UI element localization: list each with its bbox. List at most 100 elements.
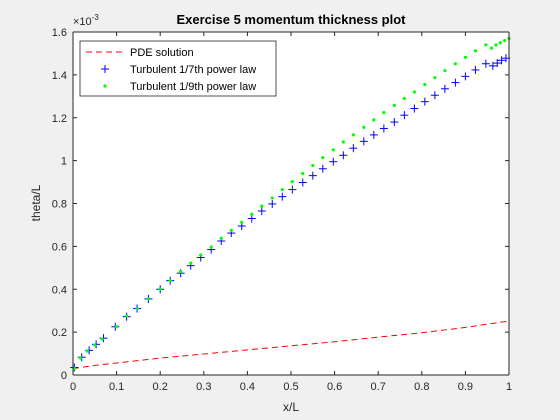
data-point-seventh-power xyxy=(318,164,327,173)
data-point-ninth-power xyxy=(351,133,355,137)
data-point-ninth-power xyxy=(229,228,233,232)
data-point-seventh-power xyxy=(308,171,317,180)
data-point-seventh-power xyxy=(471,65,480,74)
data-point-ninth-power xyxy=(209,245,213,249)
data-point-seventh-power xyxy=(278,192,287,201)
data-point-ninth-power xyxy=(100,337,104,341)
series-line-pde-solution xyxy=(72,320,510,370)
x-tick-label: 0.2 xyxy=(153,381,168,393)
data-point-seventh-power xyxy=(257,207,266,216)
data-point-ninth-power xyxy=(433,76,437,80)
y-tick-label: 1.2 xyxy=(52,113,67,125)
data-point-ninth-power xyxy=(85,349,89,353)
y-exponent-label: ×10-3 xyxy=(73,13,99,28)
data-point-ninth-power xyxy=(402,96,406,101)
data-point-ninth-power xyxy=(240,220,244,224)
data-point-seventh-power xyxy=(497,56,506,65)
x-tick-label: 0.1 xyxy=(109,381,124,393)
data-point-seventh-power xyxy=(400,111,409,120)
data-point-seventh-power xyxy=(461,72,470,81)
data-point-seventh-power xyxy=(493,59,502,68)
data-point-ninth-power xyxy=(503,38,507,43)
data-point-ninth-power xyxy=(125,314,129,318)
x-tick-label: 0.4 xyxy=(240,381,255,393)
data-point-seventh-power xyxy=(288,185,297,194)
data-point-ninth-power xyxy=(78,356,83,360)
x-tick-label: 0.3 xyxy=(196,381,211,393)
legend-box xyxy=(79,40,277,97)
y-tick-label: 0.8 xyxy=(52,199,67,211)
data-point-ninth-power xyxy=(311,163,315,168)
data-point-seventh-power xyxy=(247,214,256,223)
data-point-seventh-power xyxy=(430,91,439,100)
data-point-seventh-power xyxy=(481,59,490,68)
data-point-ninth-power xyxy=(463,55,467,59)
legend-swatch-seventh xyxy=(101,65,109,73)
data-point-ninth-power xyxy=(260,204,264,208)
y-exponent-power: -3 xyxy=(92,13,100,22)
data-point-ninth-power xyxy=(301,171,305,176)
data-point-ninth-power xyxy=(168,279,172,283)
legend-swatch-ninth xyxy=(103,84,107,88)
data-point-ninth-power xyxy=(484,43,488,47)
data-point-ninth-power xyxy=(392,103,396,107)
data-point-seventh-power xyxy=(359,137,368,146)
data-point-seventh-power xyxy=(451,78,460,87)
data-point-ninth-power xyxy=(135,306,139,311)
y-tick-label: 0.2 xyxy=(52,327,67,339)
data-point-seventh-power xyxy=(440,84,449,93)
data-point-seventh-power xyxy=(379,124,388,133)
x-tick-label: 0.9 xyxy=(458,381,473,393)
data-point-ninth-power xyxy=(158,287,162,291)
y-tick-label: 0 xyxy=(61,370,67,382)
data-point-ninth-power xyxy=(453,62,457,66)
data-point-ninth-power xyxy=(321,156,325,160)
data-point-ninth-power xyxy=(93,343,97,347)
data-point-ninth-power xyxy=(250,212,254,216)
legend-label-pde: PDE solution xyxy=(130,47,194,59)
data-point-ninth-power xyxy=(423,82,427,87)
data-point-seventh-power xyxy=(339,151,348,160)
data-point-seventh-power xyxy=(488,61,497,70)
data-point-ninth-power xyxy=(372,118,376,122)
legend-label-ninth: Turbulent 1/9th power law xyxy=(130,81,256,93)
data-point-ninth-power xyxy=(290,180,294,184)
data-point-ninth-power xyxy=(115,325,119,329)
y-exponent-base: ×10 xyxy=(73,16,92,28)
x-tick-label: 0.5 xyxy=(283,381,298,393)
data-point-ninth-power xyxy=(179,270,183,274)
data-point-seventh-power xyxy=(298,178,307,187)
data-point-ninth-power xyxy=(72,366,76,371)
x-tick-label: 0.8 xyxy=(414,381,429,393)
data-point-ninth-power xyxy=(199,253,203,257)
data-point-ninth-power xyxy=(219,236,223,240)
data-point-ninth-power xyxy=(494,43,498,47)
data-point-ninth-power xyxy=(341,140,345,144)
data-point-ninth-power xyxy=(473,49,478,53)
data-point-ninth-power xyxy=(382,111,386,115)
legend-label-seventh: Turbulent 1/7th power law xyxy=(130,64,256,76)
y-tick-label: 1.6 xyxy=(52,27,67,39)
data-point-ninth-power xyxy=(443,68,447,73)
series-layer xyxy=(70,36,511,372)
x-tick-label: 0.7 xyxy=(371,381,386,393)
data-point-seventh-power xyxy=(390,118,399,127)
y-tick-label: 0.6 xyxy=(52,241,67,253)
data-point-ninth-power xyxy=(362,125,366,129)
data-point-ninth-power xyxy=(498,41,502,45)
y-axis-label: theta/L xyxy=(29,184,43,221)
y-tick-label: 1.4 xyxy=(52,70,67,82)
data-point-seventh-power xyxy=(268,199,277,208)
legend: PDE solution Turbulent 1/7th power law T… xyxy=(79,40,277,97)
data-point-ninth-power xyxy=(270,196,274,200)
data-point-seventh-power xyxy=(329,157,338,166)
data-point-seventh-power xyxy=(369,130,378,139)
data-point-ninth-power xyxy=(280,187,284,192)
x-tick-label: 1 xyxy=(506,381,512,393)
data-point-ninth-power xyxy=(189,261,193,265)
data-point-ninth-power xyxy=(331,148,335,152)
data-point-seventh-power xyxy=(410,104,419,113)
y-tick-label: 1 xyxy=(61,156,67,168)
ticks-layer: 0 0.1 0.2 0.3 0.4 0.5 0.6 0.7 0.8 0.9 1 0 0.2 0.4 0.6 0… xyxy=(52,27,512,393)
